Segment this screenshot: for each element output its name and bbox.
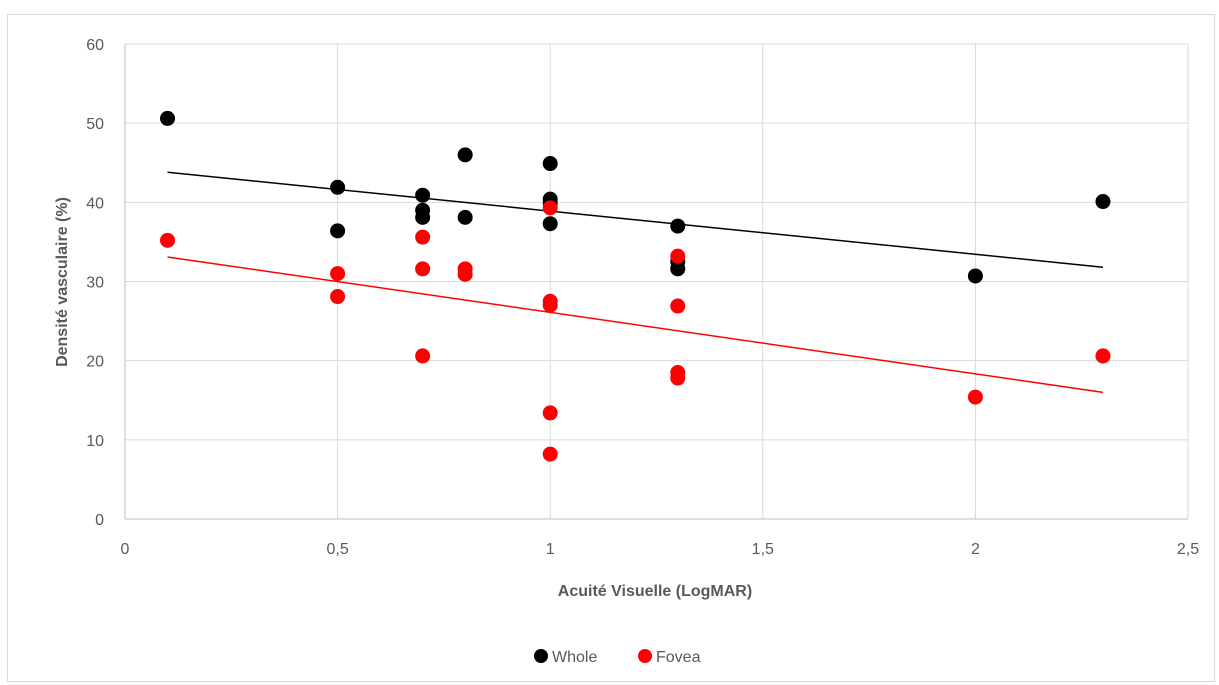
fovea-point: [670, 248, 686, 264]
data-points: [160, 110, 1111, 462]
fovea-point: [457, 266, 473, 282]
x-tick-label: 0: [121, 541, 130, 558]
fovea-point: [1095, 348, 1111, 364]
whole-point: [330, 179, 346, 195]
fovea-point: [415, 348, 431, 364]
whole-point: [415, 187, 431, 203]
chart-frame: [7, 14, 1215, 682]
fovea-point: [330, 289, 346, 305]
legend: Whole Fovea: [534, 649, 701, 666]
fovea-trendline: [167, 256, 1104, 394]
y-axis-title: Densité vasculaire (%): [54, 197, 71, 367]
x-tick-labels: 0 0,5 1 1,5 2 2,5: [121, 541, 1200, 558]
whole-point: [415, 209, 431, 225]
whole-point: [542, 216, 558, 232]
x-tick-label: 0,5: [326, 541, 348, 558]
y-tick-label: 10: [86, 433, 104, 450]
fovea-point: [967, 389, 983, 405]
axes: [124, 44, 1188, 520]
fovea-point: [415, 229, 431, 245]
y-tick-label: 60: [86, 37, 104, 54]
y-tick-label: 40: [86, 195, 104, 212]
fovea-legend-label: Fovea: [656, 649, 701, 666]
whole-point: [670, 218, 686, 234]
fovea-point: [160, 232, 176, 248]
y-tick-label: 30: [86, 275, 104, 292]
fovea-point: [542, 200, 558, 216]
y-tick-labels: 0 10 20 30 40 50 60: [86, 37, 104, 529]
fovea-point: [542, 405, 558, 421]
fovea-point: [330, 266, 346, 282]
fovea-legend-marker: [638, 649, 652, 663]
y-tick-label: 20: [86, 354, 104, 371]
x-tick-label: 2: [971, 541, 980, 558]
whole-point: [160, 110, 176, 126]
whole-point: [457, 209, 473, 225]
fovea-point: [670, 298, 686, 314]
fovea-point: [415, 261, 431, 277]
whole-trendline: [167, 171, 1104, 268]
y-tick-label: 50: [86, 116, 104, 133]
trendlines: [167, 171, 1104, 394]
gridlines: [125, 43, 1189, 519]
fovea-point: [542, 446, 558, 462]
x-tick-label: 1: [546, 541, 555, 558]
fovea-point: [670, 370, 686, 386]
x-tick-label: 2,5: [1177, 541, 1199, 558]
x-tick-label: 1,5: [752, 541, 774, 558]
whole-legend-marker: [534, 649, 548, 663]
whole-point: [1095, 194, 1111, 210]
whole-point: [457, 147, 473, 163]
whole-legend-label: Whole: [552, 649, 597, 666]
whole-point: [542, 156, 558, 172]
whole-point: [967, 268, 983, 284]
whole-point: [670, 261, 686, 277]
whole-point: [330, 223, 346, 239]
x-axis-title: Acuité Visuelle (LogMAR): [558, 583, 752, 600]
fovea-point: [542, 297, 558, 313]
y-tick-label: 0: [95, 512, 104, 529]
